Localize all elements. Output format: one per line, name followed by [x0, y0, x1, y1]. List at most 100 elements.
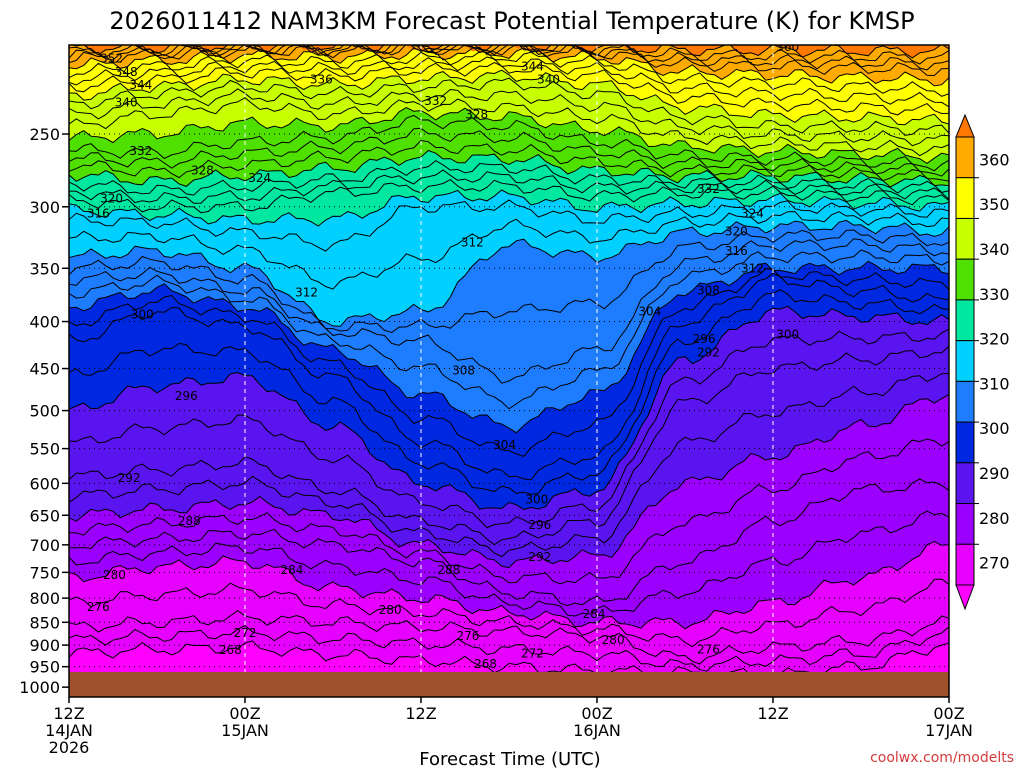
y-tick-label: 950: [29, 658, 60, 677]
contour-label: 276: [697, 643, 720, 657]
isotherm-line: [69, 289, 949, 495]
isotherm-line: [69, 169, 949, 204]
contour-label: 280: [379, 603, 402, 617]
isotherm-line: [69, 624, 949, 672]
isotherm-line: [70, 45, 949, 59]
contour-label-text: 296: [175, 389, 198, 403]
contour-label: 288: [178, 514, 201, 528]
contour-label: 336: [310, 72, 333, 86]
x-tick-label: 12Z: [757, 704, 788, 723]
colorbar-swatch: [955, 421, 975, 464]
contour-label-text: 276: [87, 600, 110, 614]
contour-label-text: 312: [295, 286, 318, 300]
contour-label: 324: [248, 171, 271, 185]
contour-label: 268: [219, 643, 242, 657]
y-tick-label: 450: [29, 360, 60, 379]
contour-label: 320: [725, 224, 748, 238]
contour-label-text: 340: [537, 72, 560, 86]
contour-label-text: 272: [521, 646, 544, 660]
isotherm-line: [69, 77, 949, 136]
contour-label-text: 312: [741, 261, 764, 275]
colorbar-label: 320: [979, 330, 1010, 349]
contour-label-text: 288: [437, 563, 460, 577]
contour-label-text: 312: [461, 235, 484, 249]
isotherm-line: [69, 219, 949, 327]
colorbar-label: 300: [979, 419, 1010, 438]
contour-label-text: 304: [638, 304, 661, 318]
contour-label: 304: [493, 438, 516, 452]
colorbar-arrow-top: [955, 113, 975, 138]
contour-label-text: 292: [697, 345, 720, 359]
isotherm-line: [69, 62, 949, 116]
contour-label-text: 320: [725, 224, 748, 238]
contour-label-text: 280: [379, 603, 402, 617]
x-tick-label: 00Z: [933, 704, 964, 723]
contour-label-text: 308: [452, 363, 475, 377]
isotherm-line: [69, 268, 949, 457]
isotherm-line: [69, 438, 949, 585]
contour-label: 328: [465, 107, 488, 121]
contour-label-text: 276: [456, 629, 479, 643]
contour-label: 292: [697, 345, 720, 359]
isotherm-line: [69, 51, 949, 97]
contour-label: 316: [87, 206, 110, 220]
contour-label-text: 340: [115, 95, 138, 109]
contour-label-text: 292: [528, 550, 551, 564]
contour-label: 284: [583, 607, 606, 621]
colorbar-swatch: [955, 503, 975, 545]
contour-label: 292: [528, 550, 551, 564]
contour-label: 340: [537, 72, 560, 86]
chart-title: 2026011412 NAM3KM Forecast Potential Tem…: [109, 7, 914, 35]
contour-label-text: 296: [528, 518, 551, 532]
x-tick-label: 00Z: [229, 704, 260, 723]
colorbar-label: 310: [979, 374, 1010, 393]
colorbar-label: 290: [979, 464, 1010, 483]
contour-label: 312: [741, 261, 764, 275]
y-tick-label: 250: [29, 125, 60, 144]
isotherm-line: [69, 238, 949, 384]
contour-label: 268: [474, 657, 497, 671]
isotherm-line: [69, 114, 949, 172]
contour-label-text: 280: [103, 568, 126, 582]
contour-label: 280: [602, 633, 625, 647]
contour-label: 324: [741, 206, 764, 220]
contour-label-text: 328: [191, 164, 214, 178]
y-tick-label: 850: [29, 613, 60, 632]
colorbar-swatch: [955, 217, 975, 260]
isotherm-line: [69, 127, 949, 177]
isotherm-line: [69, 139, 949, 182]
contour-label: 272: [521, 646, 544, 660]
x-tick-label: 12Z: [53, 704, 84, 723]
credit-text: coolwx.com/modelts: [870, 750, 1014, 766]
colorbar-label: 270: [979, 554, 1010, 573]
isotherm-line: [69, 345, 949, 546]
y-tick-label: 700: [29, 536, 60, 555]
contour-label-text: 308: [697, 283, 720, 297]
contour-label: 276: [456, 629, 479, 643]
isotherm-line: [69, 578, 949, 648]
y-axis: 250 300 350 400 450 500 550 600 650 700 750 800 850 9…: [19, 125, 69, 697]
isotherm-line: [69, 46, 949, 87]
contour-label-text: 292: [118, 471, 141, 485]
contour-label: 276: [87, 600, 110, 614]
contour-label: 352: [100, 52, 123, 66]
contour-label-text: 332: [697, 182, 720, 196]
isotherm-line: [69, 160, 949, 196]
contour-label: 348: [115, 65, 138, 79]
contour-labels: 3523483443403363443403603323283243323283…: [87, 45, 799, 671]
colorbar-label: 280: [979, 509, 1010, 528]
contour-label: 332: [697, 182, 720, 196]
contour-label: 360: [776, 45, 799, 54]
colorbar-label: 350: [979, 195, 1010, 214]
y-tick-label: 350: [29, 259, 60, 278]
contour-label-text: 304: [493, 438, 516, 452]
y-tick-label: 750: [29, 563, 60, 582]
contour-label: 332: [424, 94, 447, 108]
colorbar-label: 330: [979, 285, 1010, 304]
x-tick-label: 17JAN: [925, 721, 973, 740]
contour-label-text: 284: [280, 563, 303, 577]
isotherm-line: [69, 272, 949, 481]
colorbar-label: 340: [979, 240, 1010, 259]
isotherm-line: [69, 305, 949, 511]
colorbar-swatch: [955, 543, 975, 586]
